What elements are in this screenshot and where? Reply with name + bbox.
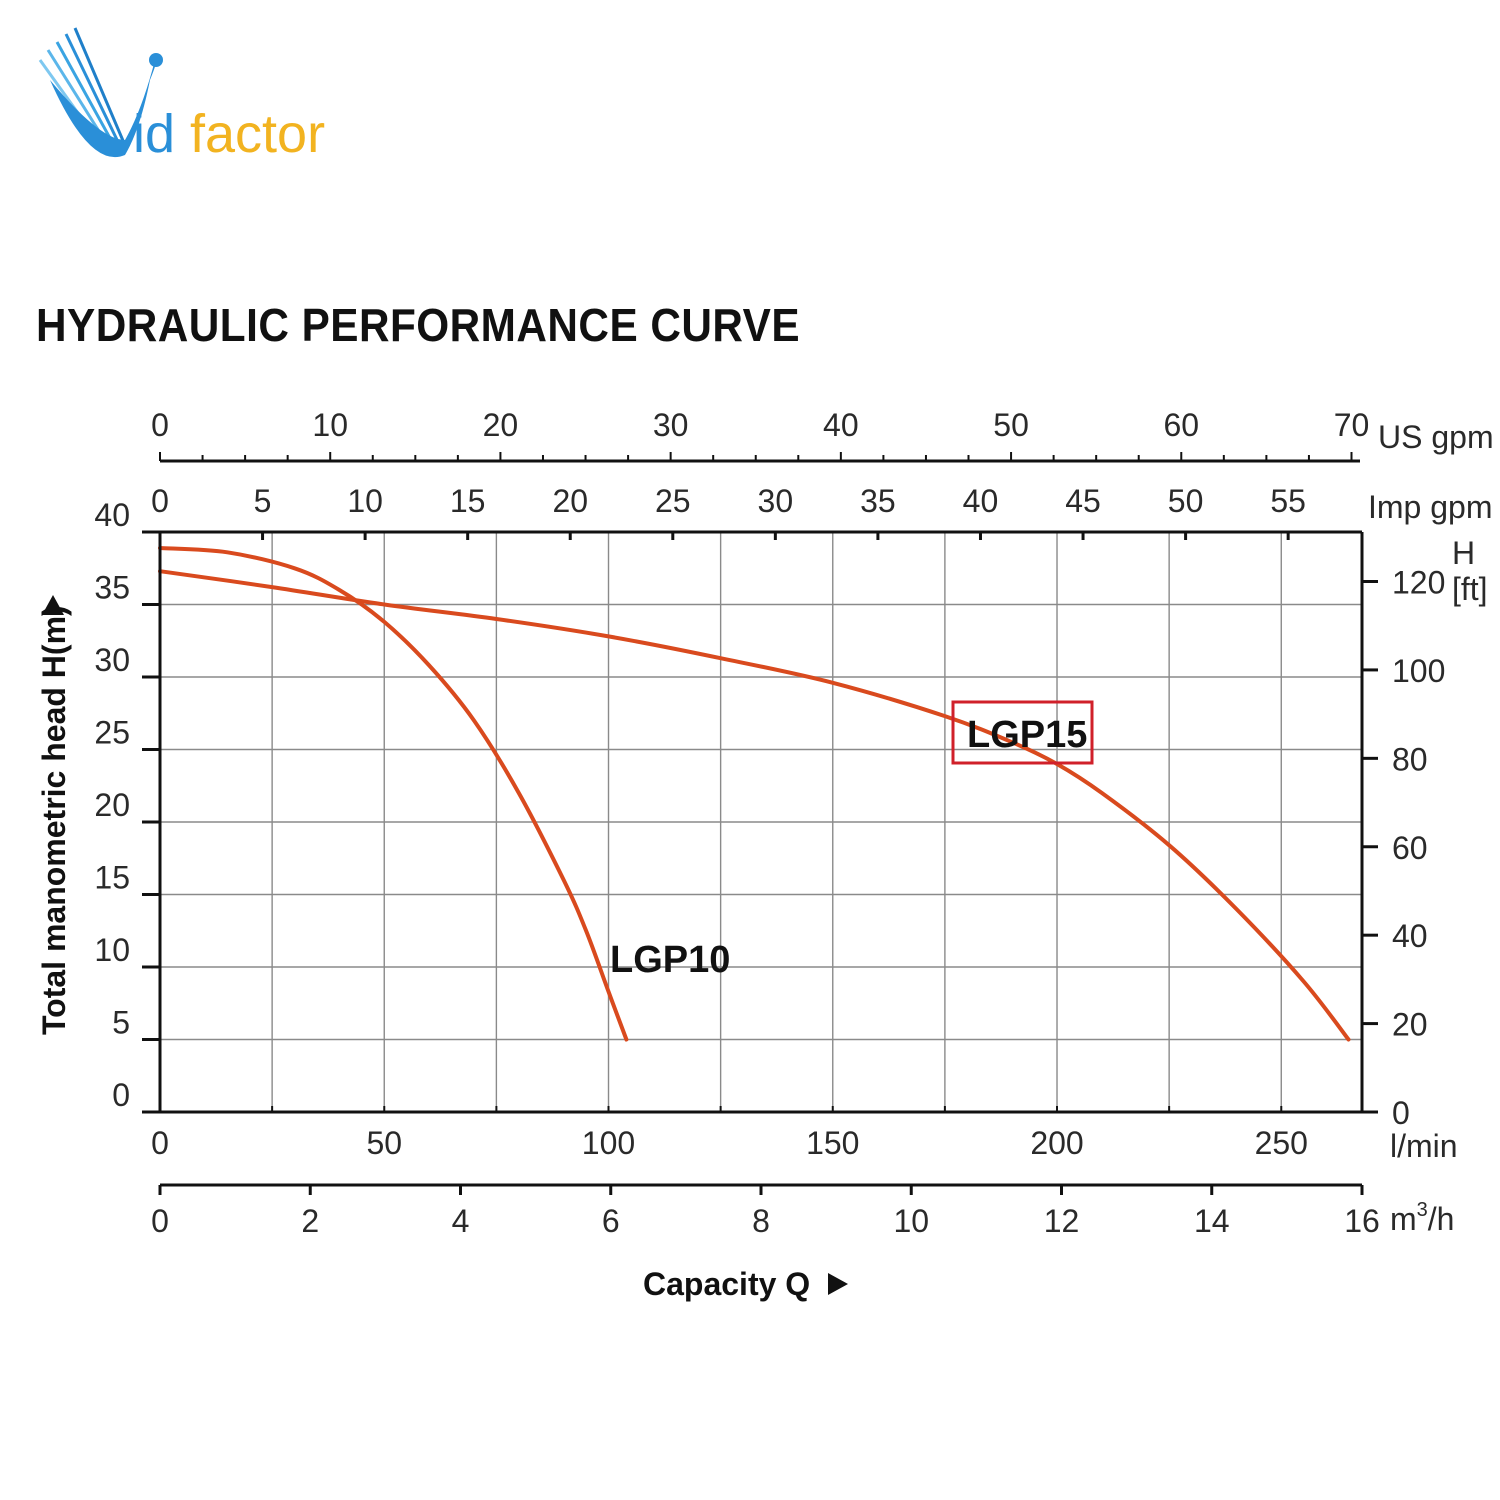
curve-label-lgp10: LGP10 xyxy=(610,939,730,981)
lmin-tick-label: 200 xyxy=(1030,1125,1083,1161)
y-tick-label: 15 xyxy=(94,860,130,896)
curve-lgp10 xyxy=(158,546,629,1042)
us-gpm-tick-label: 20 xyxy=(483,407,519,443)
us-gpm-tick-label: 0 xyxy=(151,407,169,443)
ft-tick-label: 120 xyxy=(1392,565,1445,601)
m3h-tick-label: 4 xyxy=(452,1203,470,1239)
us-gpm-tick-label: 50 xyxy=(993,407,1029,443)
y-tick-label: 10 xyxy=(94,932,130,968)
imp-gpm-tick-label: 25 xyxy=(655,483,691,519)
us-gpm-tick-label: 10 xyxy=(312,407,348,443)
y-unit-h: H xyxy=(1452,535,1475,571)
ft-tick-label: 100 xyxy=(1392,653,1445,689)
y-axis-title-text: Total manometric head H(m) xyxy=(36,605,72,1035)
m3h-tick-label: 0 xyxy=(151,1203,169,1239)
y-tick-label: 5 xyxy=(112,1005,130,1041)
x-axis-title-text: Capacity Q xyxy=(643,1266,810,1302)
axes xyxy=(158,459,1364,1187)
grid-lines xyxy=(160,531,1362,1112)
m3h-tick-label: 2 xyxy=(301,1203,319,1239)
m3h-tick-label: 12 xyxy=(1044,1203,1080,1239)
y-tick-label: 40 xyxy=(94,497,130,533)
lmin-tick-label: 150 xyxy=(806,1125,859,1161)
tick-marks xyxy=(142,452,1378,1195)
ft-tick-label: 60 xyxy=(1392,830,1428,866)
lmin-tick-label: 250 xyxy=(1255,1125,1308,1161)
m3h-tick-label: 8 xyxy=(752,1203,770,1239)
ft-tick-label: 80 xyxy=(1392,741,1428,777)
tick-labels: 0 10 20 30 40 50 60 700 5 10 15 20 25 30 35 40 45 50 55051… xyxy=(94,407,1445,1239)
x-axis-arrow-icon xyxy=(828,1273,848,1295)
imp-gpm-tick-label: 55 xyxy=(1270,483,1306,519)
m3h-tick-label: 10 xyxy=(893,1203,929,1239)
x-unit-m3h: m3/h xyxy=(1390,1199,1454,1237)
curve-label-lgp15: LGP15 xyxy=(967,714,1087,756)
ft-tick-label: 0 xyxy=(1392,1095,1410,1131)
us-gpm-tick-label: 70 xyxy=(1334,407,1370,443)
imp-gpm-tick-label: 35 xyxy=(860,483,896,519)
us-gpm-tick-label: 40 xyxy=(823,407,859,443)
y-tick-label: 0 xyxy=(112,1077,130,1113)
imp-gpm-tick-label: 50 xyxy=(1168,483,1204,519)
x-unit-imp-gpm: Imp gpm xyxy=(1368,489,1492,525)
y-tick-label: 35 xyxy=(94,570,130,606)
imp-gpm-tick-label: 0 xyxy=(151,483,169,519)
y-tick-label: 20 xyxy=(94,787,130,823)
x-axis-title: Capacity Q xyxy=(643,1266,848,1302)
us-gpm-tick-label: 60 xyxy=(1163,407,1199,443)
m3h-tick-label: 6 xyxy=(602,1203,620,1239)
lgp15-highlight-box xyxy=(951,700,1094,765)
m3h-tick-label: 14 xyxy=(1194,1203,1230,1239)
lmin-tick-label: 50 xyxy=(366,1125,402,1161)
y-axis-title: Total manometric head H(m) xyxy=(36,595,72,1035)
curve-lgp15 xyxy=(158,569,1351,1042)
imp-gpm-tick-label: 45 xyxy=(1065,483,1101,519)
page-title: HYDRAULIC PERFORMANCE CURVE xyxy=(36,299,801,351)
bird-wing-icon xyxy=(38,27,163,158)
y-tick-label: 25 xyxy=(94,715,130,751)
imp-gpm-tick-label: 10 xyxy=(347,483,383,519)
y-tick-label: 30 xyxy=(94,642,130,678)
ft-tick-label: 20 xyxy=(1392,1007,1428,1043)
y-unit-ft: [ft] xyxy=(1452,571,1488,607)
lmin-tick-label: 100 xyxy=(582,1125,635,1161)
lmin-tick-label: 0 xyxy=(151,1125,169,1161)
x-unit-lmin: l/min xyxy=(1390,1128,1458,1164)
imp-gpm-tick-label: 5 xyxy=(254,483,272,519)
x-unit-us-gpm: US gpm xyxy=(1378,419,1494,455)
imp-gpm-tick-label: 15 xyxy=(450,483,486,519)
logo-text-id: id xyxy=(133,104,175,164)
imp-gpm-tick-label: 30 xyxy=(758,483,794,519)
vidfactor-logo: V id factor xyxy=(38,27,325,164)
ft-tick-label: 40 xyxy=(1392,918,1428,954)
y-axis-arrow-icon xyxy=(42,595,64,615)
us-gpm-tick-label: 30 xyxy=(653,407,689,443)
logo-text-factor: factor xyxy=(190,104,325,164)
m3h-tick-label: 16 xyxy=(1344,1203,1380,1239)
curves xyxy=(158,546,1351,1042)
imp-gpm-tick-label: 40 xyxy=(963,483,999,519)
imp-gpm-tick-label: 20 xyxy=(552,483,588,519)
